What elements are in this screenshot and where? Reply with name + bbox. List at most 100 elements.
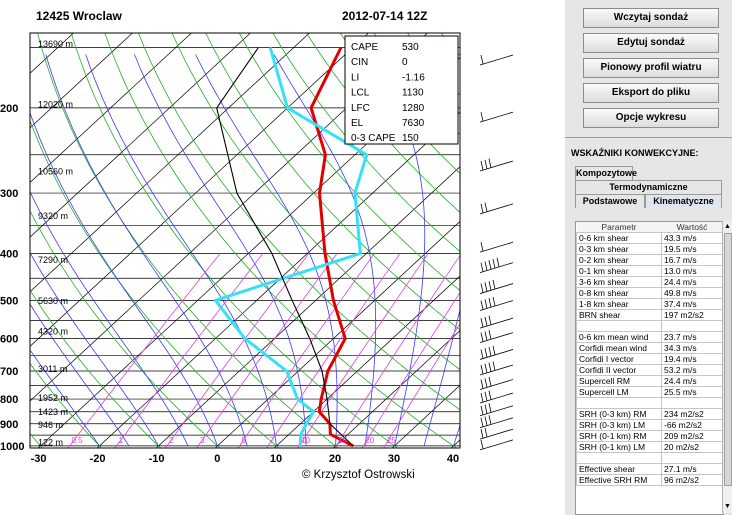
tab-basic[interactable]: Podstawowe [575,194,645,208]
isotherm-line [96,111,460,448]
table-row[interactable]: Effective shear 27.1 m/s [576,463,723,475]
cell-parameter: Corfidi mean wind [576,342,662,354]
mixing-ratio-line [114,253,264,448]
table-row[interactable]: 0-1 km shear 13.0 m/s [576,265,723,277]
cell-parameter: Effective shear [576,463,662,475]
index-value: 1280 [402,103,425,114]
moist-adiabat [30,303,130,447]
export-file-button[interactable]: Eksport do pliku [583,83,719,103]
load-sounding-button[interactable]: Wczytaj sondaż [583,8,719,28]
wind-barb-icon [479,427,514,440]
table-row[interactable] [576,320,723,332]
mixing-ratio-line [334,254,460,448]
cell-parameter: Corfidi I vector [576,353,662,365]
table-row[interactable]: 0-3 km shear 19.5 m/s [576,243,723,255]
tab-thermodynamic[interactable]: Termodynamiczne [575,180,722,194]
axis-labels: 0.5 1 2 3 5 7 10 15 20 25200300400500600700800900… [0,39,459,465]
height-label: 10560 m [38,166,73,176]
table-row[interactable]: Corfidi I vector 19.4 m/s [576,353,723,365]
wind-barb-icon [479,330,514,344]
table-row[interactable]: SRH (0-3 km) RM 234 m2/s2 [576,408,723,420]
table-row[interactable]: 0-8 km shear 49.8 m/s [576,287,723,299]
tab-kinematic[interactable]: Kinematyczne [645,194,722,208]
temperature-tick-label: 10 [270,453,282,465]
wind-barb-icon [479,415,514,429]
scroll-down-icon[interactable]: ▼ [724,503,731,510]
mixing-ratio-label: 7 [270,436,275,445]
table-row[interactable]: Supercell RM 24.4 m/s [576,375,723,387]
cell-value: 23.7 m/s [661,331,723,343]
wind-barb-icon [479,54,514,66]
height-label: 7290 m [38,255,68,265]
cell-parameter: SRH (0-1 km) RM [576,430,662,442]
column-header-value[interactable]: Wartość [661,222,723,233]
mixing-ratio-label: 10 [301,436,310,445]
isotherm-line [0,1,49,457]
temperature-tick-label: 30 [388,453,400,465]
isotherm-line [30,33,133,129]
cell-parameter: BRN shear [576,309,662,321]
table-row[interactable] [576,397,723,409]
cell-value: 34.3 m/s [661,342,723,354]
dry-adiabat [30,119,280,448]
cell-value: 20 m2/s2 [661,441,723,453]
indices-table: Parametr Wartość 0-6 km shear 43.3 m/s 0-3… [575,221,724,515]
cell-parameter: Supercell RM [576,375,662,387]
cell-parameter: 0-2 km shear [576,254,662,266]
cell-parameter: 0-3 km shear [576,243,662,255]
cell-parameter: 1-8 km shear [576,298,662,310]
height-label: 9320 m [38,211,68,221]
column-header-parameter[interactable]: Parametr [576,222,662,233]
plot-grid [0,1,460,457]
height-label: 122 m [38,437,63,447]
wind-barb-icon [479,202,514,215]
moist-adiabat [30,190,189,447]
cell-value: 19.5 m/s [661,243,723,255]
pressure-tick-label: 700 [0,366,18,378]
wind-barb-icon [479,158,514,172]
table-row[interactable]: 1-8 km shear 37.4 m/s [576,298,723,310]
dry-adiabat [306,33,460,213]
cell-parameter: Supercell LM [576,386,662,398]
chart-options-button[interactable]: Opcje wykresu [583,108,719,128]
moist-adiabat [30,111,218,447]
index-value: 150 [402,133,419,144]
cell-value [661,397,723,409]
table-row[interactable]: Corfidi II vector 53.2 m/s [576,364,723,376]
table-row[interactable]: SRH (0-3 km) LM -66 m2/s2 [576,419,723,431]
table-row[interactable]: Corfidi mean wind 34.3 m/s [576,342,723,354]
cell-value: 27.1 m/s [661,463,723,475]
wind-barbs [479,54,514,451]
wind-barb-icon [479,345,514,360]
station-title: 12425 Wroclaw [36,9,122,23]
moist-adiabat [423,308,460,447]
mixing-ratio-line [164,253,310,448]
table-row[interactable]: Supercell LM 25.5 m/s [576,386,723,398]
scroll-thumb[interactable] [724,233,732,486]
table-row[interactable]: BRN shear 197 m2/s2 [576,309,723,321]
table-row[interactable]: SRH (0-1 km) LM 20 m2/s2 [576,441,723,453]
table-row[interactable]: 3-6 km shear 24.4 m/s [576,276,723,288]
isotherm-line [214,220,460,448]
isotherm-line [30,33,74,74]
table-row[interactable]: 0-6 km shear 43.3 m/s [576,232,723,244]
wind-profile-button[interactable]: Pionowy profil wiatru [583,58,719,78]
table-row[interactable]: Effective SRH RM 96 m2/s2 [576,474,723,486]
index-label: LCL [351,88,370,99]
cell-parameter: SRH (0-3 km) LM [576,419,662,431]
edit-sounding-button[interactable]: Edytuj sondaż [583,33,719,53]
height-label: 5630 m [38,296,68,306]
index-label: 0-3 CAPE [351,133,396,144]
tab-composite[interactable]: Kompozytowe [575,166,638,180]
mixing-ratio-line [67,253,221,448]
table-row[interactable]: 0-6 km mean wind 23.7 m/s [576,331,723,343]
index-value: 1130 [402,88,424,99]
index-value: 0 [402,57,408,68]
table-scrollbar[interactable]: ▲ ▼ [722,221,732,513]
pressure-tick-label: 200 [0,103,18,115]
table-row[interactable]: 0-2 km shear 16.7 m/s [576,254,723,266]
table-row[interactable] [576,452,723,464]
dry-adiabat [30,362,103,448]
table-row[interactable]: SRH (0-1 km) RM 209 m2/s2 [576,430,723,442]
scroll-up-icon[interactable]: ▲ [724,223,731,230]
